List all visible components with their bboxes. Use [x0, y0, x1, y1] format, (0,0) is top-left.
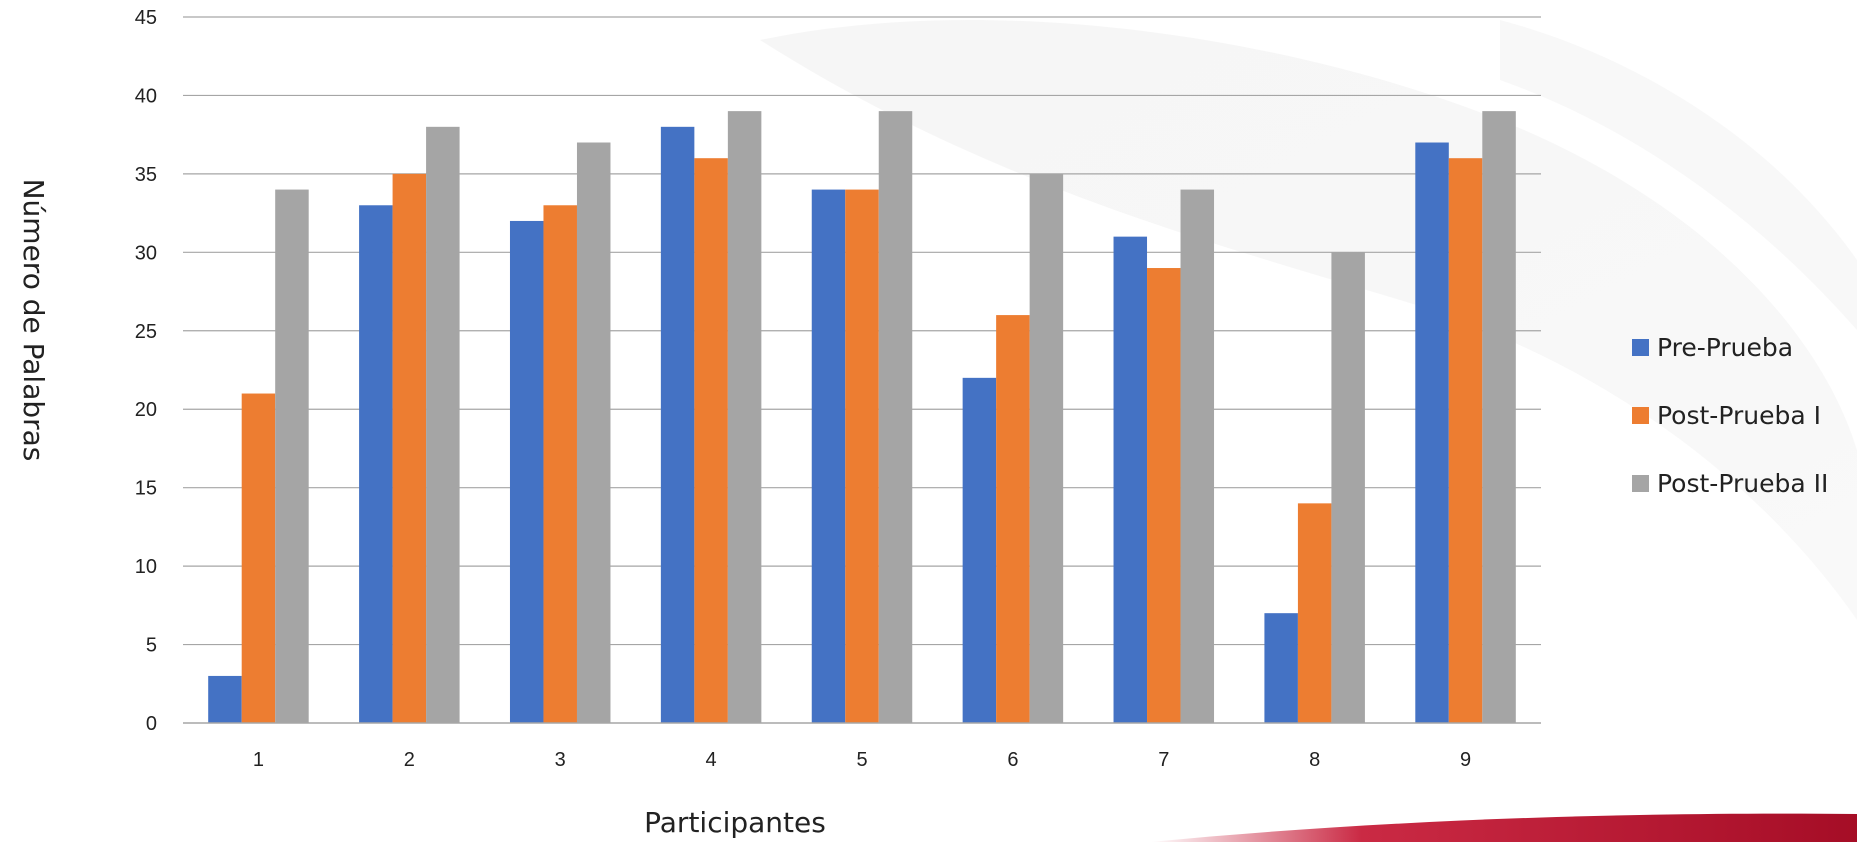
legend-label: Post-Prueba I — [1657, 401, 1821, 430]
y-tick-label: 40 — [135, 85, 157, 107]
bar-1-4 — [660, 126, 695, 724]
background-swirl — [760, 19, 1857, 621]
bar-1-7 — [1113, 236, 1148, 723]
y-axis-title: Número de Palabras — [17, 179, 50, 462]
y-tick-label: 45 — [135, 7, 157, 29]
bar-1-6 — [962, 377, 997, 723]
x-tick-label: 6 — [1007, 749, 1018, 771]
legend-label: Post-Prueba II — [1657, 469, 1828, 498]
bar-3-4 — [727, 111, 762, 724]
y-tick-label: 0 — [146, 713, 157, 735]
x-tick-label: 5 — [856, 749, 867, 771]
legend: Pre-Prueba Post-Prueba I Post-Prueba II — [1632, 333, 1828, 498]
y-tick-label: 20 — [135, 399, 157, 421]
bar-3-3 — [576, 142, 611, 723]
bar-2-5 — [845, 189, 879, 724]
bar-2-8 — [1297, 503, 1332, 723]
x-tick-label: 4 — [706, 749, 717, 771]
legend-swatch — [1632, 475, 1649, 492]
x-tick-label: 1 — [253, 749, 264, 771]
y-tick-label: 5 — [146, 635, 157, 657]
x-axis-ticks: 1 2 3 4 5 6 7 8 9 — [253, 749, 1471, 771]
y-tick-label: 30 — [135, 242, 157, 264]
bar-2-3 — [543, 205, 577, 723]
bar-2-1 — [241, 393, 276, 723]
bar-2-7 — [1147, 268, 1181, 723]
background-swirl-2 — [1500, 20, 1857, 330]
y-axis-ticks: 0 5 10 15 20 25 30 35 40 45 — [135, 7, 157, 735]
bar-2-2 — [392, 173, 427, 723]
y-tick-label: 35 — [135, 164, 157, 186]
bar-2-4 — [694, 158, 728, 723]
bar-3-9 — [1482, 111, 1516, 724]
bar-1-1 — [208, 675, 242, 723]
bar-2-6 — [996, 315, 1030, 723]
y-tick-label: 25 — [135, 321, 157, 343]
bar-1-9 — [1415, 142, 1449, 723]
y-tick-label: 10 — [135, 556, 157, 578]
x-axis-title: Participantes — [644, 806, 826, 839]
bars — [208, 111, 1516, 724]
x-tick-label: 7 — [1158, 749, 1169, 771]
x-tick-label: 9 — [1460, 749, 1471, 771]
bar-1-8 — [1264, 613, 1298, 723]
x-tick-label: 8 — [1309, 749, 1320, 771]
legend-swatch — [1632, 407, 1649, 424]
bar-3-2 — [426, 126, 460, 724]
bar-3-1 — [275, 189, 309, 724]
y-tick-label: 15 — [135, 478, 157, 500]
bar-3-8 — [1331, 252, 1365, 724]
bar-1-5 — [811, 189, 846, 724]
bar-1-2 — [359, 205, 393, 723]
bar-2-9 — [1448, 158, 1483, 723]
bar-3-7 — [1180, 189, 1215, 724]
bar-3-5 — [878, 111, 913, 724]
x-tick-label: 2 — [404, 749, 415, 771]
legend-label: Pre-Prueba — [1657, 333, 1793, 362]
bar-1-3 — [509, 220, 544, 723]
legend-swatch — [1632, 339, 1649, 356]
x-tick-label: 3 — [555, 749, 566, 771]
bottom-red-band — [1150, 813, 1857, 842]
bar-3-6 — [1029, 173, 1064, 723]
